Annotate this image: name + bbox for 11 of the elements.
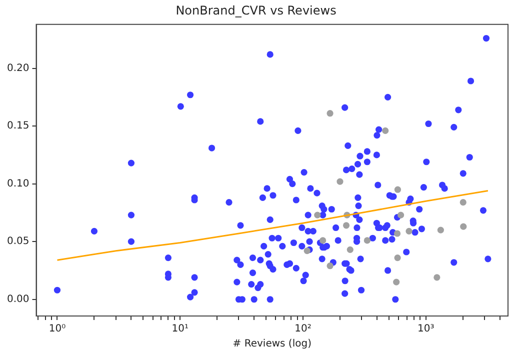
y-tick-label: 0.15	[7, 120, 30, 132]
y-tick-label: 0.05	[7, 236, 30, 248]
y-tick-label: 0.10	[7, 178, 30, 190]
x-tick-label: 10³	[418, 324, 434, 335]
x-tick-label: 10¹	[172, 324, 188, 335]
y-tick-label: 0.20	[7, 62, 30, 74]
chart-title: NonBrand_CVR vs Reviews	[176, 3, 336, 18]
y-tick-label: 0.00	[7, 294, 30, 305]
x-tick-label: 10⁰	[48, 324, 66, 335]
x-axis-title: # Reviews (log)	[232, 338, 312, 350]
x-tick-label: 10²	[294, 324, 312, 335]
